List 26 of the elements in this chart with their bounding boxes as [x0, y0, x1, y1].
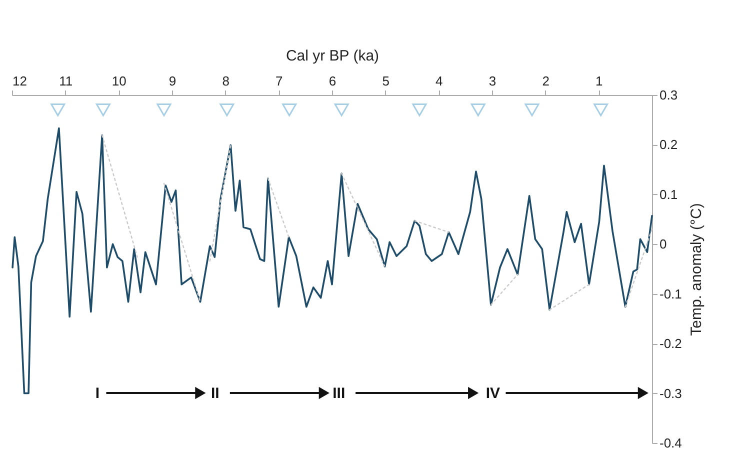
y-tick-label: 0.3 — [660, 88, 678, 102]
x-tick-label: 7 — [276, 74, 283, 88]
x-tick-label: 6 — [328, 74, 336, 88]
x-tick-label: 11 — [59, 74, 73, 88]
annotation: IV — [486, 385, 500, 402]
x-axis-title: Cal yr BP (ka) — [286, 48, 380, 64]
y-tick-label: 0.1 — [660, 186, 678, 202]
x-tick-label: 9 — [168, 74, 176, 88]
x-tick-label: 12 — [12, 74, 27, 88]
y-tick-label: 0 — [660, 236, 667, 252]
x-tick-label: 8 — [222, 74, 230, 88]
y-tick-label: -0.1 — [660, 286, 682, 302]
annotation: III — [332, 385, 346, 402]
x-tick-label: 3 — [488, 74, 496, 88]
y-tick-label: -0.2 — [660, 336, 682, 352]
x-tick-label: 5 — [382, 74, 390, 88]
annotation: II — [211, 385, 220, 402]
y-tick-label: -0.4 — [660, 436, 682, 450]
y-tick-label: -0.3 — [660, 386, 682, 401]
y-axis-title: Temp. anomaly (°C) — [688, 203, 705, 336]
x-tick-label: 1 — [596, 74, 603, 88]
annotation: I — [95, 385, 100, 402]
x-tick-label: 2 — [542, 74, 550, 88]
y-tick-label: 0.2 — [660, 137, 678, 152]
x-tick-label: 10 — [112, 74, 126, 88]
x-tick-label: 4 — [436, 74, 443, 88]
